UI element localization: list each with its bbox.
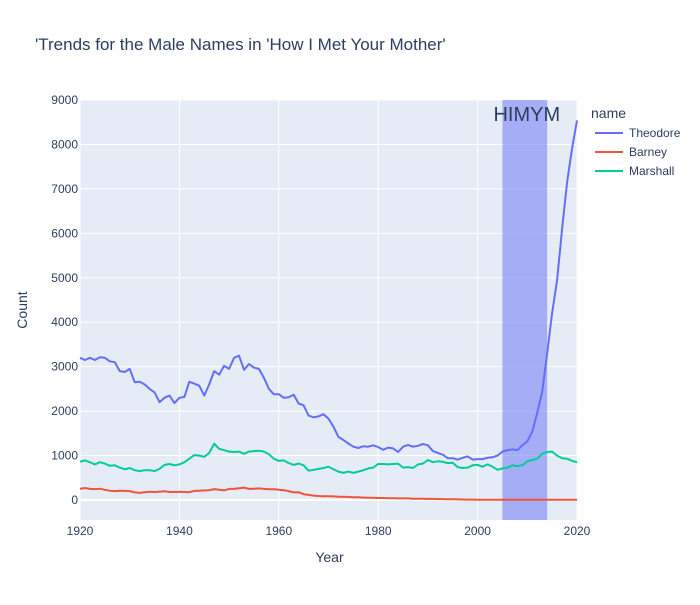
tick-label-layer: 0 1000 2000 3000 4000 5000 6000 7000 8000 9000 192… xyxy=(51,93,590,538)
legend-item-barney[interactable]: Barney xyxy=(595,145,667,159)
legend-title: name xyxy=(591,105,626,121)
x-tick-label: 1960 xyxy=(265,524,292,538)
himym-band xyxy=(502,100,548,520)
legend-label-marshall: Marshall xyxy=(629,164,674,178)
y-tick-label: 8000 xyxy=(51,137,78,151)
series-layer xyxy=(79,120,578,501)
y-tick-label: 0 xyxy=(71,493,78,507)
series-line-theodore xyxy=(79,120,578,461)
x-tick-label: 2020 xyxy=(564,524,591,538)
y-tick-label: 9000 xyxy=(51,93,78,107)
legend[interactable]: name Theodore Barney Marshall xyxy=(591,105,681,178)
y-tick-label: 3000 xyxy=(51,360,78,374)
y-tick-label: 1000 xyxy=(51,449,78,463)
y-tick-label: 7000 xyxy=(51,182,78,196)
chart-title: 'Trends for the Male Names in 'How I Met… xyxy=(35,35,446,54)
plot-background xyxy=(80,100,577,520)
x-tick-label: 2000 xyxy=(464,524,491,538)
legend-item-marshall[interactable]: Marshall xyxy=(595,164,674,178)
y-tick-label: 4000 xyxy=(51,315,78,329)
grid-layer xyxy=(79,99,578,520)
x-axis-label: Year xyxy=(315,549,344,565)
x-tick-label: 1980 xyxy=(365,524,392,538)
legend-label-theodore: Theodore xyxy=(629,126,681,140)
series-line-barney xyxy=(79,486,577,501)
y-axis-label: Count xyxy=(14,291,30,328)
annotation-layer: HIMYM xyxy=(493,100,560,520)
himym-annotation-label: HIMYM xyxy=(493,104,560,126)
x-tick-label: 1940 xyxy=(166,524,193,538)
y-tick-label: 5000 xyxy=(51,271,78,285)
legend-item-theodore[interactable]: Theodore xyxy=(595,126,681,140)
x-tick-label: 1920 xyxy=(67,524,94,538)
y-tick-label: 2000 xyxy=(51,404,78,418)
legend-items[interactable]: Theodore Barney Marshall xyxy=(595,126,681,178)
y-tick-label: 6000 xyxy=(51,226,78,240)
legend-label-barney: Barney xyxy=(629,145,667,159)
series-line-marshall xyxy=(79,442,578,474)
